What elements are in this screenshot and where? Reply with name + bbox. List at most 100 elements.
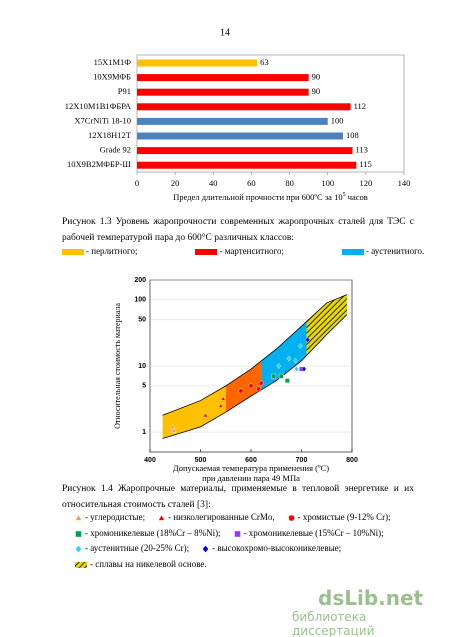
legend-item: - аустенитные (20-25% Cr); xyxy=(74,543,195,553)
legend-item: - высокохромо-высоконикелевые; xyxy=(201,543,347,553)
x-axis-label: Допускаемая температура применения (ºС) xyxy=(173,463,329,473)
legend-row: - хромоникелевые (18%Cr – 8%Ni); - хромон… xyxy=(62,528,403,544)
bar xyxy=(137,147,353,155)
marker xyxy=(220,396,226,401)
x-axis-label: Предел длительной прочности при 600ºС за… xyxy=(173,192,368,202)
marker xyxy=(293,366,299,372)
legend-item: - хромистые (9-12% Cr); xyxy=(287,512,397,522)
bar xyxy=(137,161,357,169)
swatch xyxy=(62,248,84,255)
data-label: 90 xyxy=(312,72,321,82)
swatch xyxy=(342,248,364,255)
marker xyxy=(276,363,282,369)
legend-item: - перлитного; xyxy=(62,246,143,256)
band-edge xyxy=(162,294,348,416)
bar xyxy=(137,59,258,67)
data-label: 113 xyxy=(356,145,368,155)
bar xyxy=(137,103,351,111)
page-number: 14 xyxy=(220,27,230,38)
legend-swatch xyxy=(342,248,364,255)
legend-row: - углеродистые; - низколегированные CrMo,… xyxy=(62,512,403,528)
y-tick-label: X7CrNiTi 18-10 xyxy=(74,115,131,125)
marker xyxy=(203,412,209,418)
band-region xyxy=(306,294,347,356)
y-tick-label: 15Х1М1Ф xyxy=(94,57,132,67)
legend-marker xyxy=(75,561,87,568)
y-tick-label: 200 xyxy=(134,277,146,284)
y-tick-label: 10Х9В2МФБР-Ш xyxy=(67,159,131,169)
legend-text: - сплавы на никелевой основе. xyxy=(90,558,207,569)
x-tick-label: 0 xyxy=(135,178,139,188)
marker xyxy=(75,530,82,537)
legend-text: - аустенитные (20-25% Cr); xyxy=(85,543,190,554)
x-tick-label: 100 xyxy=(321,178,334,188)
caption: Рисунок 1.4 Жаропрочные материалы, приме… xyxy=(62,484,414,510)
band-edge xyxy=(162,314,348,439)
y-axis-label: Относительная стоимость материала xyxy=(113,303,122,429)
watermark-subtitle: библиотека диссертаций xyxy=(292,610,375,637)
legend-text: - мартенситного; xyxy=(219,246,284,256)
x-axis-label-sup: 5 xyxy=(343,192,346,198)
legend-marker xyxy=(75,530,82,537)
y-tick-label: 50 xyxy=(138,317,146,324)
legend-marker xyxy=(287,514,295,522)
legend-item: - углеродистые; xyxy=(74,512,151,522)
x-tick-label: 400 xyxy=(144,457,156,464)
marker xyxy=(286,355,292,362)
marker xyxy=(75,514,82,521)
marker xyxy=(256,386,261,392)
y-tick-label: Р91 xyxy=(118,86,131,96)
swatch xyxy=(195,248,218,255)
x-axis-label-text: Предел длительной прочности при 600ºС за… xyxy=(173,192,342,202)
marker xyxy=(202,545,209,554)
legend-marker xyxy=(233,530,241,537)
marker xyxy=(218,403,224,408)
y-tick-label: 1 xyxy=(142,429,146,436)
marker xyxy=(287,514,295,522)
legend-text: - хромоникелевые (18%Cr – 8%Ni); xyxy=(85,527,221,538)
x-tick-label: 40 xyxy=(209,178,218,188)
y-tick-label: 5 xyxy=(142,383,146,390)
legend-text: - высокохромо-высоконикелевые; xyxy=(212,543,342,554)
legend-item: - сплавы на никелевой основе. xyxy=(74,559,213,569)
x-tick-label: 80 xyxy=(285,178,294,188)
legend-item: - хромоникелевые (15%Cr – 10%Ni); xyxy=(233,528,390,538)
plot-frame xyxy=(136,54,405,173)
marker xyxy=(158,514,165,521)
legend-item: - низколегированные CrMo, xyxy=(157,512,281,522)
legend-item: - мартенситного; xyxy=(195,246,290,256)
y-tick-label: 100 xyxy=(134,297,146,304)
legend-item: - хромоникелевые (18%Cr – 8%Ni); xyxy=(74,528,227,538)
legend-item: - аустенитного. xyxy=(342,246,430,256)
y-tick-label: 10 xyxy=(138,363,146,370)
marker xyxy=(305,336,311,343)
data-label: 115 xyxy=(359,159,371,169)
legend-marker xyxy=(158,514,165,521)
x-tick-label: 800 xyxy=(346,457,358,464)
marker xyxy=(75,561,87,568)
y-tick-label: 12Х10М1В1ФБРА xyxy=(65,101,132,111)
marker xyxy=(258,380,264,386)
band-region xyxy=(225,361,262,413)
marker xyxy=(298,343,303,350)
y-tick-label: 10Х9МФБ xyxy=(93,72,131,82)
data-label: 90 xyxy=(312,86,321,96)
legend: - углеродистые; - низколегированные CrMo,… xyxy=(62,512,403,574)
marker xyxy=(171,428,177,433)
marker xyxy=(238,388,244,394)
marker xyxy=(284,378,290,384)
data-label: 112 xyxy=(354,101,366,111)
legend-text: - низколегированные CrMo, xyxy=(168,512,275,522)
legend: - перлитного; - мартенситного; - аустенитн… xyxy=(62,246,450,256)
legend-text: - хромоникелевые (15%Cr – 10%Ni); xyxy=(243,527,384,538)
legend-text: - перлитного; xyxy=(86,246,138,256)
data-label: 63 xyxy=(260,57,269,67)
legend-marker xyxy=(75,545,82,554)
x-tick-label: 140 xyxy=(398,178,411,188)
marker xyxy=(301,366,307,372)
legend-text: - хромистые (9-12% Cr); xyxy=(297,512,391,522)
legend-swatch xyxy=(195,248,218,255)
bar xyxy=(137,88,309,96)
marker xyxy=(278,373,284,379)
